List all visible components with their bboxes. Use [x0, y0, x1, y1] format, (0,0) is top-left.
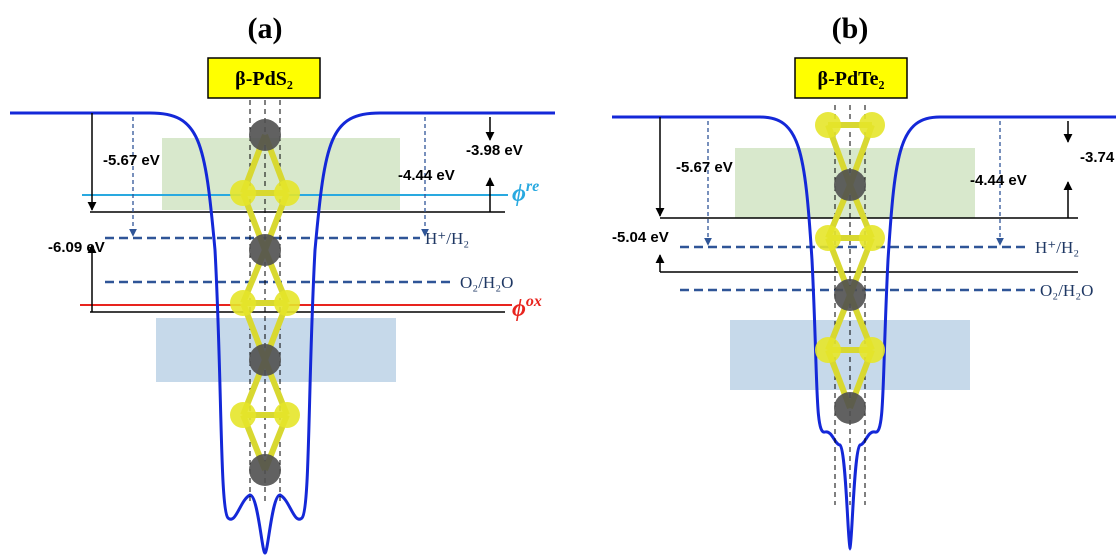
phi-symbol: ϕ	[512, 296, 526, 322]
pd-atom	[249, 344, 281, 376]
redox-label: H⁺/H₂	[425, 229, 469, 248]
material-label: β-PdTe₂	[818, 68, 885, 90]
energy-label: -5.67 eV	[676, 159, 733, 176]
pd-atom	[249, 234, 281, 266]
phi-label: ϕox	[512, 293, 542, 322]
figure: H⁺/H₂O₂/H₂Oϕreϕox(a)β-PdS₂-5.67 eV-4.44 …	[0, 0, 1116, 560]
energy-label: -5.67 eV	[103, 152, 160, 169]
phi-sup: ox	[526, 293, 542, 310]
phi-sup: re	[526, 178, 539, 195]
panel-title: (b)	[832, 12, 869, 45]
redox-label: H⁺/H₂	[1035, 238, 1079, 257]
phi-symbol: ϕ	[512, 181, 526, 207]
pd-atom	[834, 169, 866, 201]
energy-label: -5.04 eV	[612, 229, 669, 246]
phi-label: ϕre	[512, 178, 539, 207]
pd-atom	[834, 392, 866, 424]
redox-label: O₂/H₂O	[460, 273, 513, 292]
chalcogen-atom	[230, 180, 256, 206]
energy-label: -4.44 eV	[398, 167, 455, 184]
chalcogen-atom	[859, 225, 885, 251]
redox-label: O₂/H₂O	[1040, 281, 1093, 300]
chalcogen-atom	[274, 402, 300, 428]
chalcogen-atom	[859, 337, 885, 363]
panel-title: (a)	[248, 12, 283, 45]
energy-label: -3.74 eV	[1080, 149, 1116, 166]
energy-label: -6.09 eV	[48, 239, 105, 256]
pd-atom	[249, 119, 281, 151]
chalcogen-atom	[274, 180, 300, 206]
chalcogen-atom	[274, 290, 300, 316]
chalcogen-atom	[230, 402, 256, 428]
energy-label: -4.44 eV	[970, 172, 1027, 189]
chalcogen-atom	[230, 290, 256, 316]
chalcogen-atom	[859, 112, 885, 138]
chalcogen-atom	[815, 225, 841, 251]
material-label: β-PdS₂	[235, 68, 293, 90]
pd-atom	[249, 454, 281, 486]
chalcogen-atom	[815, 112, 841, 138]
pd-atom	[834, 279, 866, 311]
energy-label: -3.98 eV	[466, 142, 523, 159]
chalcogen-atom	[815, 337, 841, 363]
